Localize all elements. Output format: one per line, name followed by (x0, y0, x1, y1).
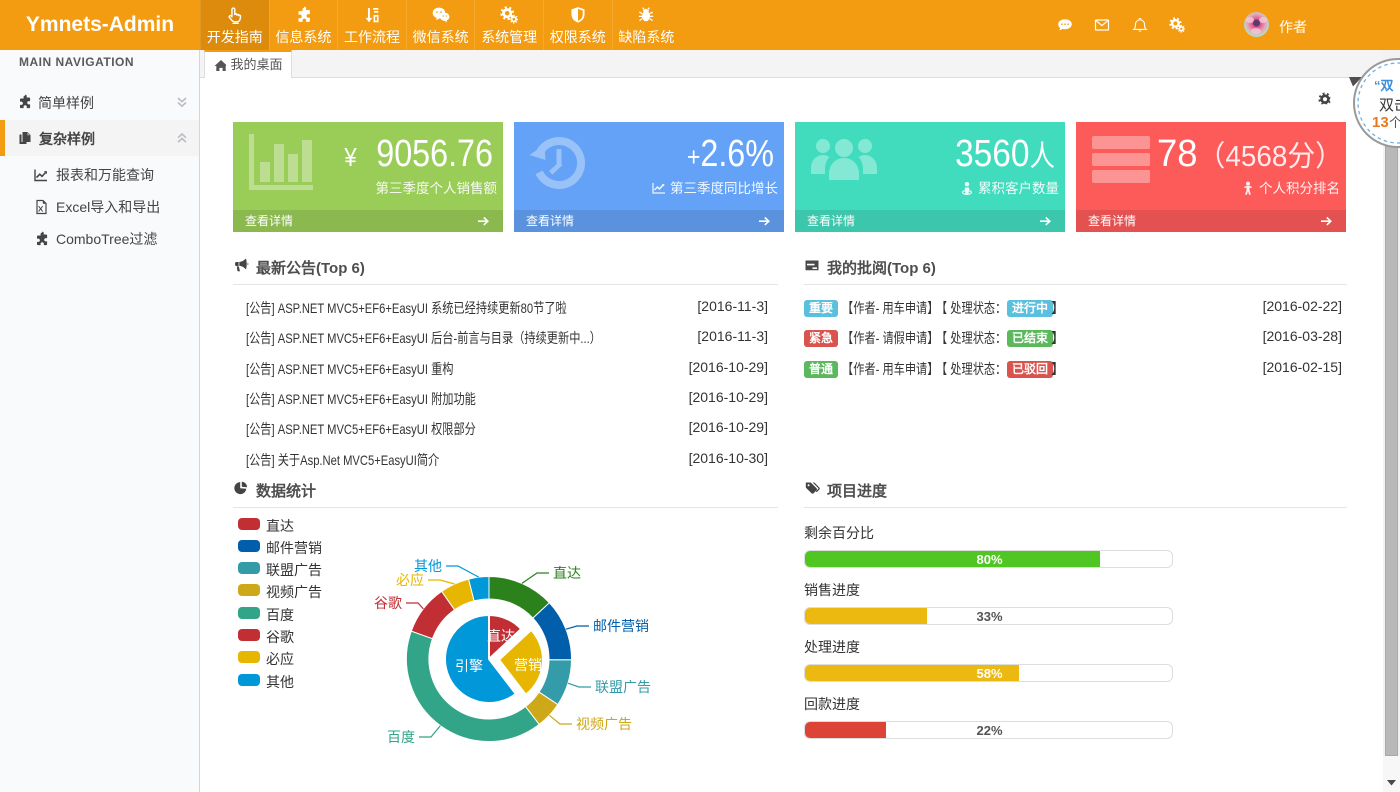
svg-text:双击: 双击 (1379, 97, 1400, 114)
svg-text:直达: 直达 (487, 628, 515, 644)
svg-text:“双: “双 (1374, 78, 1394, 93)
svg-text:直达: 直达 (553, 565, 581, 581)
svg-text:联盟广告: 联盟广告 (595, 679, 651, 695)
svg-text:个: 个 (1389, 115, 1400, 130)
svg-text:营销: 营销 (514, 657, 542, 673)
svg-text:其他: 其他 (414, 558, 442, 574)
svg-text:百度: 百度 (387, 729, 415, 745)
svg-text:谷歌: 谷歌 (374, 595, 402, 611)
svg-text:必应: 必应 (396, 572, 424, 588)
svg-text:13: 13 (1372, 114, 1389, 131)
svg-text:邮件营销: 邮件营销 (593, 618, 649, 634)
svg-text:引擎: 引擎 (455, 658, 483, 674)
svg-text:视频广告: 视频广告 (576, 716, 632, 732)
